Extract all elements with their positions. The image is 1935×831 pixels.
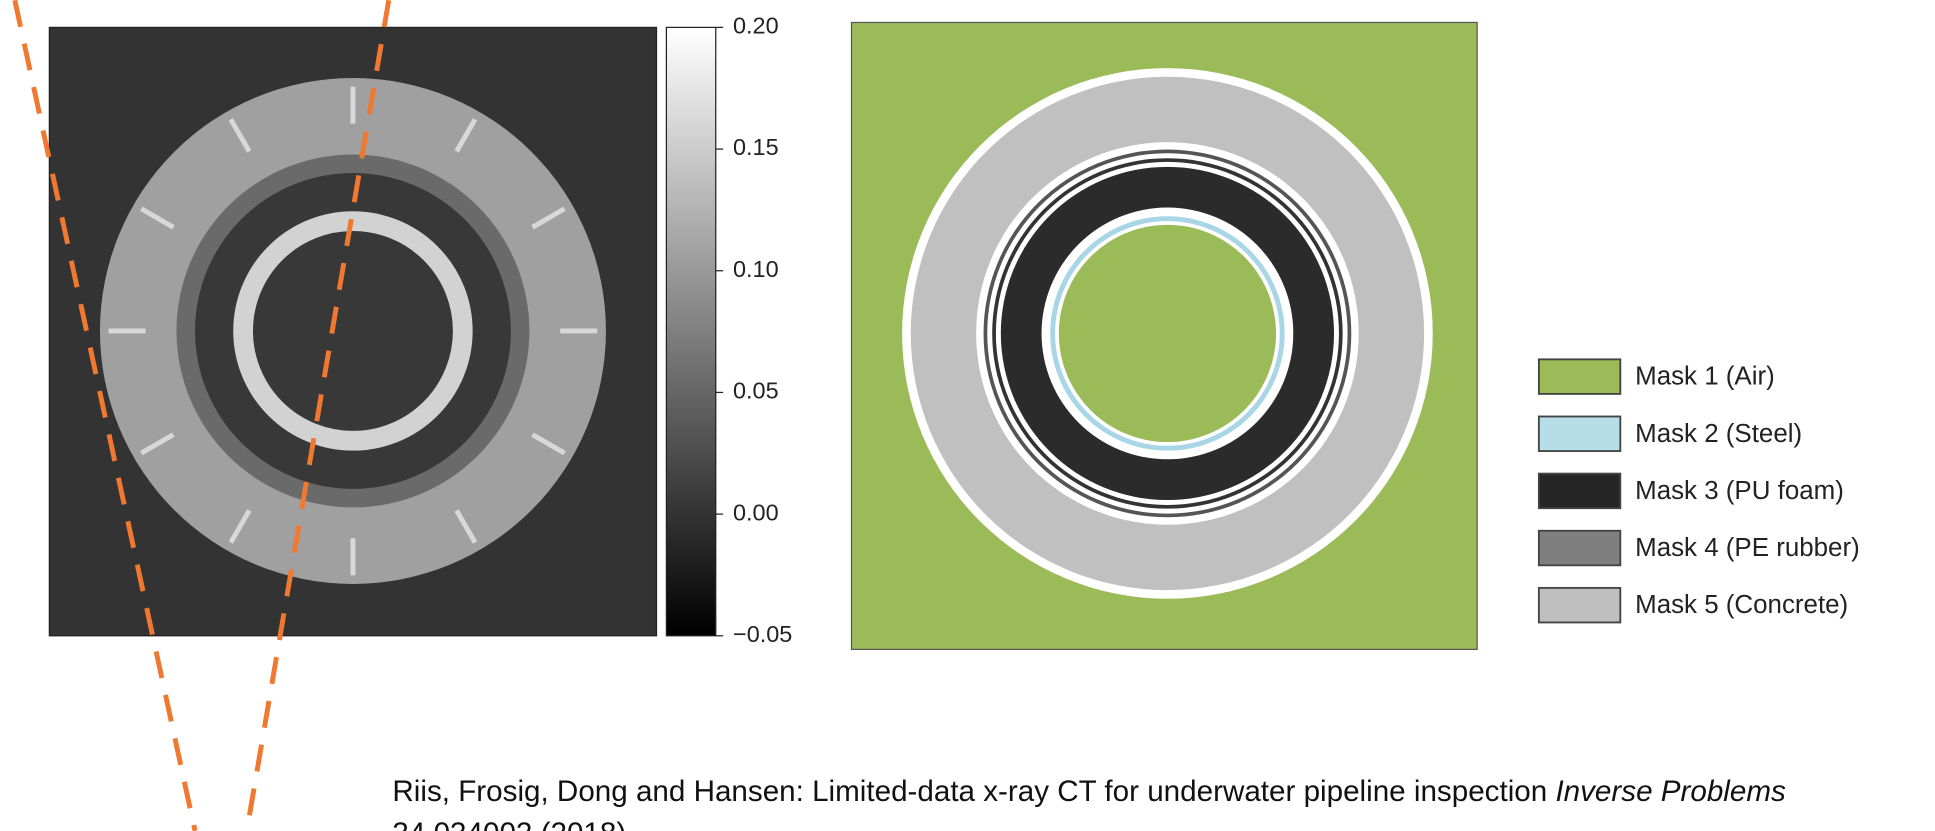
colorbar-tick-label: −0.05 [733, 621, 792, 647]
colorbar-tick-label: 0.10 [733, 256, 779, 282]
legend: Mask 1 (Air) Mask 2 (Steel) Mask 3 (PU foa… [1539, 359, 1860, 622]
ct-image [49, 27, 656, 635]
legend-swatch [1539, 474, 1620, 509]
colorbar-tick-label: 0.05 [733, 378, 779, 404]
legend-swatch [1539, 531, 1620, 566]
legend-label: Mask 3 (PU foam) [1635, 477, 1844, 505]
colorbar-tick-label: 0.15 [733, 134, 779, 160]
figure: 0.200.150.100.050.00−0.05 Mask 1 (Air)Ma… [0, 0, 1935, 831]
mask-image [851, 22, 1477, 649]
legend-swatch [1539, 359, 1620, 394]
colorbar-ticks: 0.20 0.15 0.10 0.05 0.00 −0.05 [716, 13, 793, 647]
citation: Riis, Frosig, Dong and Hansen: Limited-d… [392, 775, 1786, 808]
page: {"colorbar": {"lim": [-0.05, 0.2], "tick… [0, 0, 1935, 831]
legend-label: Mask 1 (Air) [1635, 363, 1775, 391]
legend-label: Mask 5 (Concrete) [1635, 591, 1848, 619]
citation-details: 34 034002 (2018) [392, 817, 626, 831]
legend-swatch [1539, 416, 1620, 451]
colorbar [666, 27, 715, 635]
legend-label: Mask 4 (PE rubber) [1635, 534, 1860, 562]
colorbar-tick-label: 0.00 [733, 499, 779, 525]
legend-swatch [1539, 588, 1620, 623]
citation-text: Riis, Frosig, Dong and Hansen: Limited-d… [392, 775, 1555, 808]
colorbar-tick-label: 0.20 [733, 13, 779, 39]
citation-journal: Inverse Problems [1555, 775, 1786, 808]
legend-label: Mask 2 (Steel) [1635, 420, 1802, 448]
